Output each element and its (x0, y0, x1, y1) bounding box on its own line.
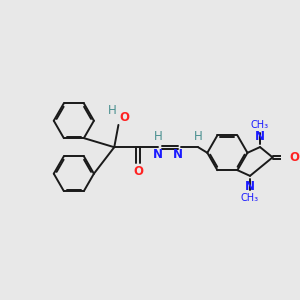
Text: H: H (194, 130, 203, 143)
Text: N: N (245, 180, 255, 193)
Text: N: N (153, 148, 163, 161)
Text: H: H (154, 130, 162, 143)
Text: N: N (173, 148, 183, 161)
Text: O: O (289, 151, 299, 164)
Text: N: N (255, 130, 265, 143)
Text: O: O (120, 110, 130, 124)
Text: H: H (108, 104, 117, 117)
Text: O: O (133, 165, 143, 178)
Text: CH₃: CH₃ (241, 193, 259, 202)
Text: CH₃: CH₃ (251, 120, 269, 130)
